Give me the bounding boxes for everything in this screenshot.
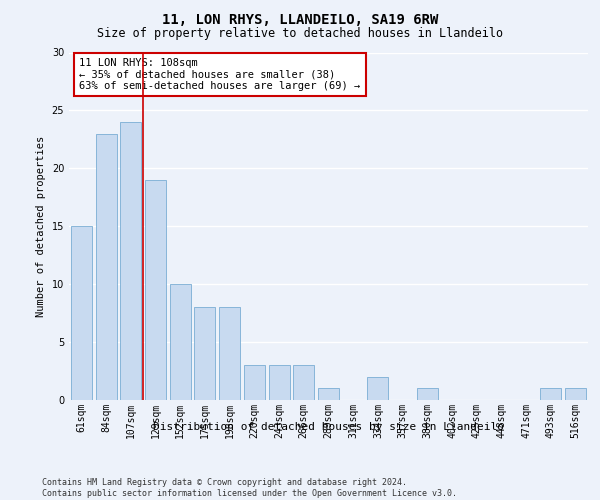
Bar: [293, 365, 314, 400]
Bar: [145, 180, 166, 400]
Bar: [95, 134, 116, 400]
Bar: [194, 308, 215, 400]
Bar: [367, 377, 388, 400]
Bar: [170, 284, 191, 400]
Bar: [417, 388, 438, 400]
Text: Distribution of detached houses by size in Llandeilo: Distribution of detached houses by size …: [154, 422, 504, 432]
Y-axis label: Number of detached properties: Number of detached properties: [36, 136, 46, 317]
Text: Contains HM Land Registry data © Crown copyright and database right 2024.
Contai: Contains HM Land Registry data © Crown c…: [42, 478, 457, 498]
Bar: [269, 365, 290, 400]
Bar: [71, 226, 92, 400]
Bar: [244, 365, 265, 400]
Text: 11, LON RHYS, LLANDEILO, SA19 6RW: 11, LON RHYS, LLANDEILO, SA19 6RW: [162, 12, 438, 26]
Text: Size of property relative to detached houses in Llandeilo: Size of property relative to detached ho…: [97, 28, 503, 40]
Bar: [541, 388, 562, 400]
Bar: [565, 388, 586, 400]
Bar: [318, 388, 339, 400]
Text: 11 LON RHYS: 108sqm
← 35% of detached houses are smaller (38)
63% of semi-detach: 11 LON RHYS: 108sqm ← 35% of detached ho…: [79, 58, 361, 91]
Bar: [219, 308, 240, 400]
Bar: [120, 122, 141, 400]
